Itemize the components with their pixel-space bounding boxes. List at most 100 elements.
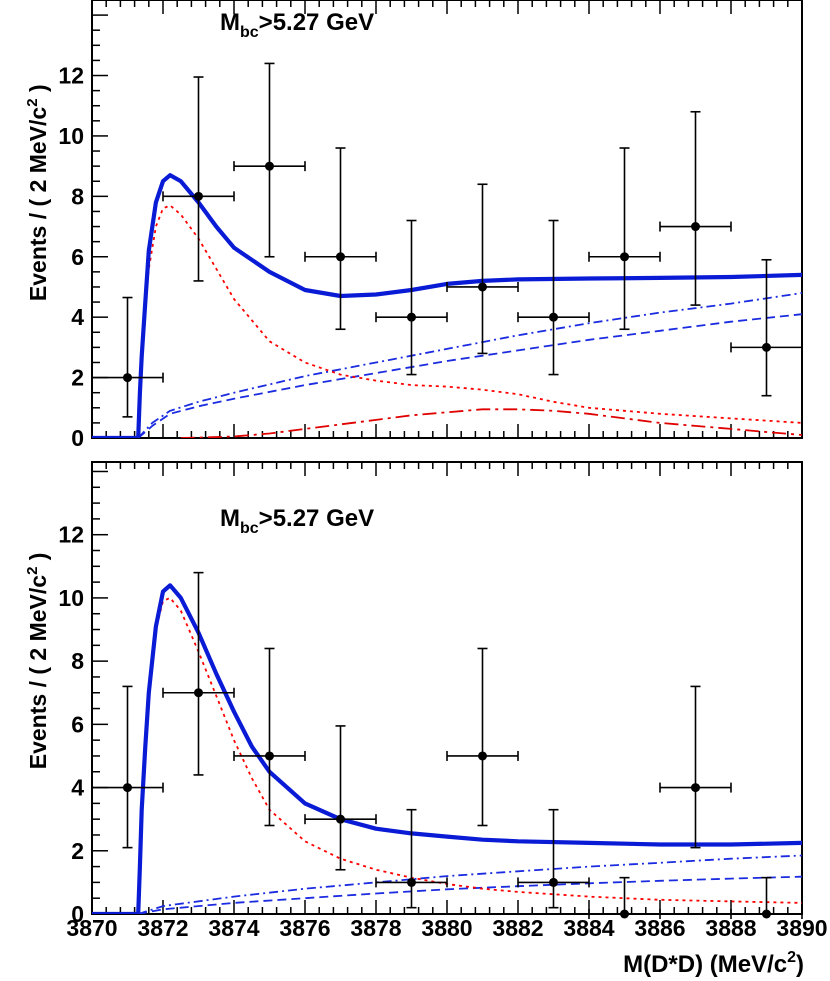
top-y-axis-label: Events / ( 2 MeV/c2 ) [24, 84, 51, 301]
top-data-marker [762, 342, 771, 352]
top-data-marker [336, 252, 345, 262]
bottom-data-point [517, 808, 590, 909]
top-data-marker [691, 222, 700, 232]
top-curve-total [92, 173, 802, 438]
top-data-point [304, 147, 377, 331]
bottom-annotation-main: M [220, 505, 240, 532]
bottom-data-marker [407, 877, 416, 887]
bottom-y-tick-label: 12 [58, 522, 84, 548]
bottom-x-tick-label: 3886 [634, 915, 685, 941]
top-y-tick-label: 4 [71, 304, 84, 330]
bottom-annotation-sub: bc [240, 520, 259, 537]
bottom-x-tick-label: 3884 [563, 915, 614, 941]
top-data-marker [478, 282, 487, 292]
bottom-data-marker [265, 751, 274, 761]
x-axis-label: M(D*D) (MeV/c2) [623, 949, 804, 978]
bottom-x-tick-label: 3878 [350, 915, 401, 941]
bottom-curves [92, 583, 802, 914]
x-axis-label-main: M(D*D) (MeV/c [623, 951, 787, 978]
bottom-data-marker [691, 783, 700, 793]
bottom-x-tick-label: 3876 [279, 915, 330, 941]
bottom-data-point [446, 647, 519, 827]
bottom-y-axis-label-main: Events / ( 2 MeV/c [25, 575, 51, 770]
bottom-y-tick-label: 10 [58, 585, 84, 611]
bottom-y-axis-label: Events / ( 2 MeV/c2 ) [24, 553, 51, 770]
bottom-data-marker [123, 783, 132, 793]
top-curve-bg-dashdot-red [180, 408, 802, 438]
top-y-tick-label: 12 [58, 63, 84, 89]
top-data-point [233, 62, 306, 258]
bottom-x-tick-label: 3888 [705, 915, 756, 941]
x-axis-label-close: ) [796, 951, 804, 978]
top-curves [92, 173, 802, 438]
top-y-ticks [92, 0, 108, 439]
bottom-y-tick-label: 6 [71, 711, 84, 737]
bottom-data-points [91, 571, 803, 919]
bottom-curve-total [92, 583, 802, 914]
bottom-x-tick-label: 3872 [137, 915, 188, 941]
top-annotation-rest: >5.27 GeV [259, 9, 374, 36]
top-y-axis-label-main: Events / ( 2 MeV/c [25, 107, 51, 302]
bottom-data-point [375, 808, 448, 909]
bottom-data-marker [336, 814, 345, 824]
bottom-data-marker [194, 688, 203, 698]
top-data-marker [407, 312, 416, 322]
top-data-point [446, 183, 519, 355]
top-data-point [659, 110, 732, 306]
top-y-tick-label: 2 [71, 365, 84, 391]
bottom-y-ticks [92, 470, 108, 915]
bottom-data-marker [478, 751, 487, 761]
top-data-point [375, 219, 448, 376]
top-data-point [588, 147, 661, 331]
bottom-data-point [233, 647, 306, 827]
top-curve-bg-dashed-blue [137, 313, 802, 438]
top-y-axis-label-close: ) [25, 84, 51, 98]
top-data-point [162, 76, 235, 282]
bottom-x-tick-label: 3890 [776, 915, 827, 941]
bottom-annotation-rest: >5.27 GeV [259, 505, 374, 532]
bottom-data-marker [620, 909, 629, 919]
top-annotation: Mbc>5.27 GeV [220, 9, 374, 41]
bottom-data-point [91, 685, 164, 849]
top-data-point [91, 296, 164, 418]
bottom-y-axis-label-close: ) [25, 553, 51, 567]
bottom-y-tick-label: 0 [71, 901, 84, 927]
x-axis-label-sup: 2 [787, 949, 796, 966]
top-y-tick-label: 10 [58, 123, 84, 149]
bottom-data-point [730, 876, 803, 919]
top-annotation-main: M [220, 9, 240, 36]
bottom-y-tick-label: 4 [71, 775, 84, 801]
bottom-x-ticks [91, 462, 803, 914]
top-data-point [517, 219, 590, 376]
bottom-x-tick-label: 3870 [66, 915, 117, 941]
top-curve-bg-dashdot-blue [137, 292, 802, 438]
bottom-annotation: Mbc>5.27 GeV [220, 505, 374, 537]
bottom-y-axis-label-sup: 2 [24, 567, 41, 575]
top-y-tick-label: 8 [71, 183, 84, 209]
top-data-marker [123, 373, 132, 383]
bottom-data-point [304, 725, 377, 871]
top-data-marker [549, 312, 558, 322]
bottom-data-point [659, 685, 732, 849]
top-data-point [730, 258, 803, 397]
bottom-x-tick-label: 3882 [492, 915, 543, 941]
top-data-marker [620, 252, 629, 262]
bottom-y-tick-label: 2 [71, 838, 84, 864]
bottom-y-tick-label: 8 [71, 648, 84, 674]
top-data-points [91, 62, 803, 418]
bottom-x-tick-label: 3874 [208, 915, 259, 941]
top-annotation-sub: bc [240, 24, 259, 41]
bottom-x-tick-label: 3880 [421, 915, 472, 941]
bottom-curve-bg-dashdot-blue [137, 854, 802, 914]
bottom-data-marker [762, 909, 771, 919]
top-y-tick-label: 0 [71, 425, 84, 451]
top-y-tick-label: 6 [71, 244, 84, 270]
bottom-curve-bg-dashed-blue [138, 875, 802, 914]
top-data-marker [194, 191, 203, 201]
bottom-data-point [162, 571, 235, 776]
top-y-axis-label-sup: 2 [24, 98, 41, 106]
bottom-data-marker [549, 877, 558, 887]
bottom-data-point [588, 876, 661, 919]
